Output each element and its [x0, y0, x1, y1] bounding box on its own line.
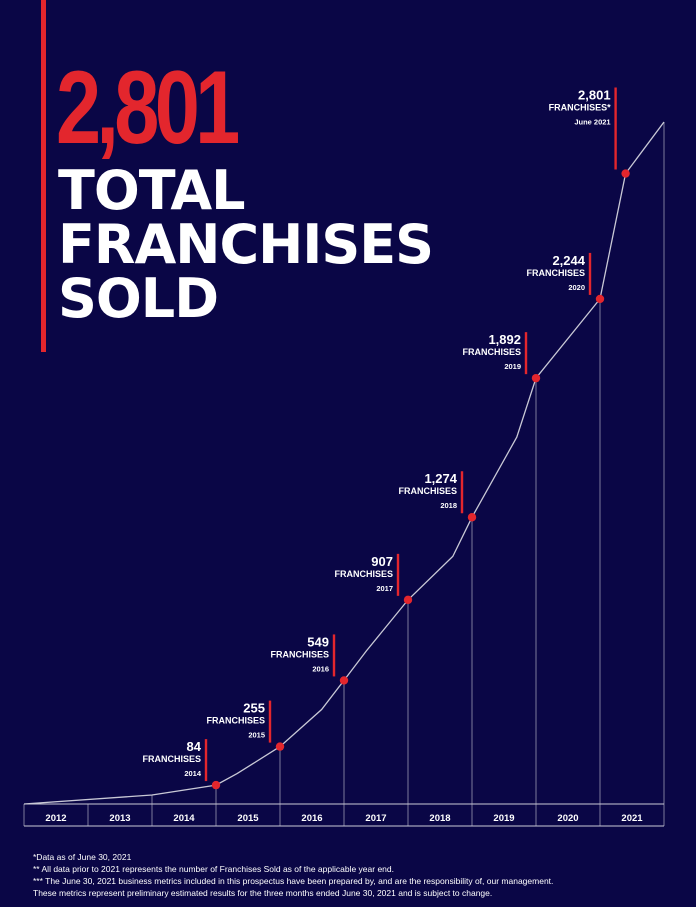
data-label-value: 2,801	[578, 88, 611, 103]
x-tick-label: 2013	[109, 813, 130, 824]
data-label-period: 2018	[440, 501, 457, 510]
data-label-value: 1,274	[424, 471, 457, 486]
data-label-value: 907	[371, 554, 393, 569]
data-label-unit: FRANCHISES*	[549, 103, 612, 113]
x-tick-label: 2017	[365, 813, 386, 824]
x-tick-label: 2015	[237, 813, 259, 824]
data-label-unit: FRANCHISES	[270, 649, 329, 659]
headline-line-3: SOLD	[58, 267, 219, 330]
footnote-3: *** The June 30, 2021 business metrics i…	[33, 876, 554, 886]
series-line	[23, 121, 665, 805]
x-tick-label: 2016	[301, 813, 322, 824]
footnote-2: ** All data prior to 2021 represents the…	[33, 864, 394, 874]
data-label-value: 255	[243, 701, 265, 716]
x-tick-label: 2021	[621, 813, 643, 824]
data-label-value: 2,244	[552, 253, 585, 268]
data-point	[211, 780, 221, 790]
x-tick-label: 2019	[493, 813, 514, 824]
data-point	[467, 513, 477, 522]
headline-line-2: FRANCHISES	[58, 213, 434, 276]
footnote-4: These metrics represent preliminary esti…	[33, 888, 493, 898]
accent-bar	[41, 0, 46, 352]
data-label-value: 1,892	[488, 332, 521, 347]
x-tick-label: 2012	[45, 813, 66, 824]
data-label-period: 2019	[504, 362, 521, 371]
data-point	[595, 294, 605, 304]
data-label-period: 2015	[248, 731, 265, 740]
data-label-value: 549	[307, 634, 329, 649]
data-point	[275, 742, 285, 751]
data-point	[403, 595, 413, 605]
data-label-period: 2014	[184, 769, 202, 778]
x-tick-label: 2018	[429, 813, 450, 824]
data-label-unit: FRANCHISES	[398, 486, 457, 496]
headline-line-1: TOTAL	[58, 159, 246, 222]
data-label-unit: FRANCHISES	[206, 716, 265, 726]
data-point	[621, 169, 630, 178]
data-label-period: 2017	[376, 584, 393, 593]
x-tick-label: 2020	[557, 813, 578, 824]
data-point	[531, 373, 541, 383]
data-label-period: June 2021	[574, 118, 610, 127]
data-label-value: 84	[187, 739, 202, 754]
data-point	[339, 676, 349, 685]
data-label-unit: FRANCHISES	[526, 268, 585, 278]
data-label-unit: FRANCHISES	[462, 347, 521, 357]
x-tick-label: 2014	[173, 813, 195, 824]
data-label-unit: FRANCHISES	[142, 754, 201, 764]
data-label-period: 2020	[568, 283, 585, 292]
headline-number: 2,801	[56, 50, 240, 166]
footnote-1: *Data as of June 30, 2021	[33, 852, 132, 862]
data-label-period: 2016	[312, 664, 329, 673]
data-label-unit: FRANCHISES	[334, 569, 393, 579]
